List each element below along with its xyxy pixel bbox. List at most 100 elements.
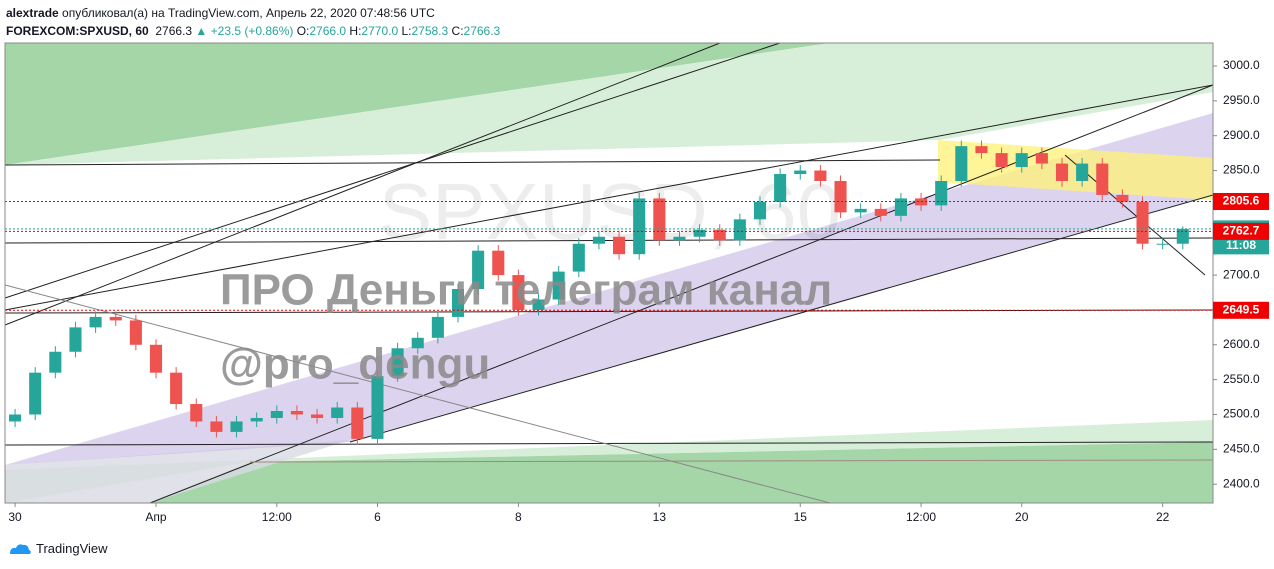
candle-body (170, 372, 183, 405)
x-tick-label: 20 (1015, 510, 1029, 524)
price-label: 2805.6 (1223, 194, 1260, 208)
candle-body (592, 236, 605, 244)
x-tick-label: 6 (374, 510, 381, 524)
y-tick-label: 2500.0 (1223, 407, 1260, 421)
trend-line (349, 194, 1214, 443)
price-label-box (1213, 192, 1269, 210)
candle-body (834, 181, 847, 213)
annotation: ПРО Деньги телеграм канал (220, 266, 832, 315)
trend-line (249, 459, 1214, 463)
ohlc-value: 2770.0 (361, 24, 399, 38)
y-tick-label: 2950.0 (1223, 93, 1260, 107)
annotation: @pro_dengu (220, 340, 490, 389)
candle-body (1176, 228, 1189, 244)
candle-body (633, 198, 646, 255)
candle-body (1096, 163, 1109, 195)
candle-body (774, 174, 787, 202)
candle-body (9, 414, 22, 422)
candle-body (230, 421, 243, 432)
candle-body (190, 404, 203, 422)
candle-body (1015, 153, 1028, 168)
candle-body (854, 208, 867, 213)
y-tick-label: 2450.0 (1223, 442, 1260, 456)
trend-line (4, 42, 721, 326)
candle-body (753, 201, 767, 220)
candle-body (250, 417, 263, 422)
trend-line (4, 42, 781, 299)
zone (5, 43, 1213, 165)
zone (5, 420, 1213, 503)
trend-line (4, 284, 831, 504)
candle-body (894, 198, 907, 216)
price-label-box (1213, 301, 1269, 319)
price-label: 2649.5 (1223, 302, 1260, 316)
watermark: SPXUSD, 60 (379, 167, 841, 256)
logo (10, 543, 31, 554)
candle-body (311, 414, 324, 418)
author: alextrade (6, 6, 59, 20)
candle-body (411, 337, 424, 349)
candle-body (1055, 163, 1069, 181)
candle-body (874, 208, 887, 216)
candle-body (673, 236, 686, 241)
ohlc-label: C: (451, 24, 464, 38)
candle-body (733, 219, 746, 241)
x-tick-label: Апр (145, 510, 167, 524)
publish-line: alextrade опубликовал(а) на TradingView.… (6, 4, 500, 22)
y-tick-label: 2700.0 (1223, 267, 1260, 281)
candle-body (1116, 194, 1129, 202)
trend-line (4, 159, 941, 166)
candle-body (492, 250, 505, 276)
candle-body (552, 271, 565, 300)
ohlc-value: 2766.0 (309, 24, 347, 38)
candle-body (1156, 243, 1169, 245)
ohlc-value: 2766.3 (463, 24, 501, 38)
ohlc: O:2766.0 H:2770.0 L:2758.3 C:2766.3 (297, 24, 501, 38)
candle-body (995, 153, 1008, 168)
candle-body (210, 421, 223, 432)
candle-body (512, 275, 525, 310)
candle-body (1076, 163, 1089, 181)
candle-body (1136, 201, 1149, 244)
trend-line (4, 441, 1214, 446)
y-tick-label: 2550.0 (1223, 372, 1260, 386)
candle-body (472, 250, 485, 290)
candle-body (955, 146, 968, 181)
candle-body (129, 320, 142, 345)
price-label: 2762.7 (1223, 224, 1260, 238)
candle-body (431, 316, 444, 338)
ohlc-label: H: (349, 24, 362, 38)
y-tick-label: 2850.0 (1223, 163, 1260, 177)
candle-body (109, 316, 122, 321)
chart: SPXUSD, 60 ПРО Деньги телеграм канал @pr… (4, 42, 1269, 524)
header: alextrade опубликовал(а) на TradingView.… (6, 4, 500, 40)
last: 2766.3 (155, 24, 193, 38)
brand: TradingView (36, 541, 108, 556)
ohlc-value: 2758.3 (411, 24, 449, 38)
ohlc-label: L: (401, 24, 412, 38)
countdown: 11:08 (1226, 238, 1256, 252)
candle-body (351, 407, 364, 439)
candle-body (371, 376, 384, 439)
x-tick-label: 15 (794, 510, 808, 524)
zone (5, 440, 350, 503)
candle-body (1035, 153, 1048, 164)
candle-body (290, 411, 303, 415)
x-tick-label: 12:00 (906, 510, 936, 524)
candle-body (935, 181, 948, 206)
y-tick-label: 3000.0 (1223, 58, 1260, 72)
symbol-line: FOREXCOM:SPXUSD, 60 2766.3 ▲ +23.5 (+0.8… (6, 22, 500, 40)
x-tick-label: 30 (8, 510, 22, 524)
candle-body (532, 299, 545, 310)
candle-body (149, 344, 163, 373)
plot (5, 140, 1213, 445)
y-tick-label: 2600.0 (1223, 337, 1260, 351)
candle-body (713, 229, 726, 241)
candle-body (794, 170, 807, 175)
y-tick-label: 2900.0 (1223, 128, 1260, 142)
symbol: FOREXCOM:SPXUSD, 60 (6, 24, 149, 38)
candle-body (331, 407, 344, 418)
candle-body (69, 327, 82, 352)
candle-body (975, 146, 988, 154)
